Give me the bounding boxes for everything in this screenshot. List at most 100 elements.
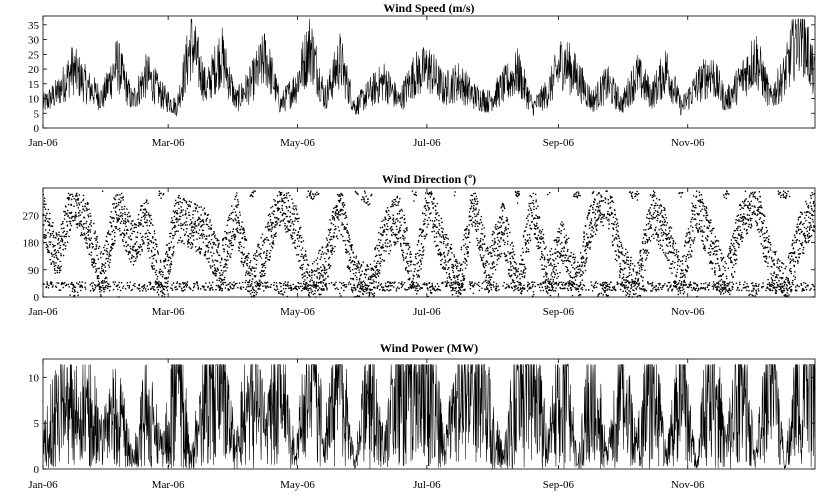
data-point bbox=[286, 225, 288, 227]
data-point bbox=[337, 212, 339, 215]
data-point bbox=[497, 253, 499, 256]
data-point bbox=[507, 223, 510, 226]
data-point bbox=[291, 235, 293, 238]
data-point bbox=[557, 283, 560, 285]
data-point bbox=[551, 282, 553, 284]
data-point bbox=[49, 218, 51, 220]
data-point bbox=[289, 194, 291, 197]
data-point bbox=[363, 197, 365, 199]
data-point bbox=[310, 289, 312, 291]
data-point bbox=[594, 199, 596, 201]
data-point bbox=[625, 284, 627, 287]
data-point bbox=[535, 214, 537, 217]
data-point bbox=[59, 235, 62, 237]
data-point bbox=[114, 239, 116, 242]
data-point bbox=[329, 264, 332, 267]
data-point bbox=[205, 289, 207, 291]
data-point bbox=[66, 241, 69, 244]
data-point bbox=[164, 259, 167, 261]
data-point bbox=[98, 282, 101, 284]
data-point bbox=[491, 239, 494, 242]
data-point bbox=[598, 192, 601, 194]
data-point bbox=[423, 282, 426, 284]
data-point bbox=[373, 294, 375, 297]
data-point bbox=[245, 279, 247, 282]
data-point bbox=[107, 243, 110, 246]
data-point bbox=[183, 222, 186, 224]
data-point bbox=[553, 263, 556, 266]
data-point bbox=[453, 281, 455, 283]
data-point bbox=[90, 219, 92, 222]
data-point bbox=[157, 251, 159, 254]
y-tick-label: 5 bbox=[34, 108, 40, 120]
data-point bbox=[435, 205, 437, 208]
data-point bbox=[116, 194, 119, 196]
data-point bbox=[253, 190, 255, 192]
data-point bbox=[81, 281, 84, 283]
data-point bbox=[252, 254, 255, 257]
data-point bbox=[642, 242, 644, 245]
data-point bbox=[566, 238, 568, 241]
data-point bbox=[74, 286, 77, 289]
data-point bbox=[180, 211, 183, 213]
data-point bbox=[482, 238, 484, 241]
data-point bbox=[476, 202, 479, 205]
data-point bbox=[86, 208, 89, 211]
data-point bbox=[140, 223, 143, 225]
data-point bbox=[180, 241, 183, 243]
data-point bbox=[250, 284, 252, 287]
data-point bbox=[613, 239, 615, 241]
data-point bbox=[536, 237, 538, 239]
data-point bbox=[553, 290, 555, 292]
data-point bbox=[285, 287, 287, 290]
data-point bbox=[433, 288, 436, 291]
data-point bbox=[639, 288, 642, 290]
data-point bbox=[48, 229, 51, 231]
data-point bbox=[93, 222, 95, 225]
data-point bbox=[392, 201, 395, 204]
data-point bbox=[63, 218, 66, 220]
data-point bbox=[474, 219, 477, 222]
data-point bbox=[422, 245, 425, 248]
data-point bbox=[480, 246, 482, 249]
data-point bbox=[469, 282, 472, 285]
data-point bbox=[581, 261, 584, 264]
data-point bbox=[266, 239, 268, 241]
data-point bbox=[186, 284, 189, 287]
data-point bbox=[426, 284, 428, 286]
data-point bbox=[302, 283, 305, 285]
data-point bbox=[260, 248, 262, 250]
data-point bbox=[601, 221, 603, 223]
data-point bbox=[307, 285, 309, 288]
data-point bbox=[82, 228, 85, 230]
data-point bbox=[563, 250, 565, 253]
data-point bbox=[344, 244, 347, 246]
data-point bbox=[438, 248, 441, 251]
data-point bbox=[554, 290, 557, 292]
data-point bbox=[618, 237, 620, 239]
data-point bbox=[424, 197, 427, 200]
data-point bbox=[131, 224, 134, 227]
data-point bbox=[462, 289, 465, 291]
data-point bbox=[597, 205, 599, 208]
data-point bbox=[409, 277, 411, 280]
data-point bbox=[343, 212, 346, 215]
data-point bbox=[403, 281, 406, 284]
data-point bbox=[179, 200, 181, 203]
data-point bbox=[133, 226, 136, 229]
data-point bbox=[432, 227, 435, 229]
data-point bbox=[166, 253, 169, 256]
data-point bbox=[60, 265, 62, 268]
data-point bbox=[370, 292, 372, 294]
data-point bbox=[360, 285, 362, 288]
data-point bbox=[157, 282, 160, 284]
data-point bbox=[445, 234, 448, 236]
data-point bbox=[150, 240, 152, 242]
data-point bbox=[207, 213, 210, 216]
data-point bbox=[183, 285, 186, 288]
data-point bbox=[649, 207, 652, 209]
data-point bbox=[445, 261, 447, 263]
data-point bbox=[570, 264, 573, 266]
data-point bbox=[433, 236, 436, 238]
data-point bbox=[604, 291, 606, 294]
